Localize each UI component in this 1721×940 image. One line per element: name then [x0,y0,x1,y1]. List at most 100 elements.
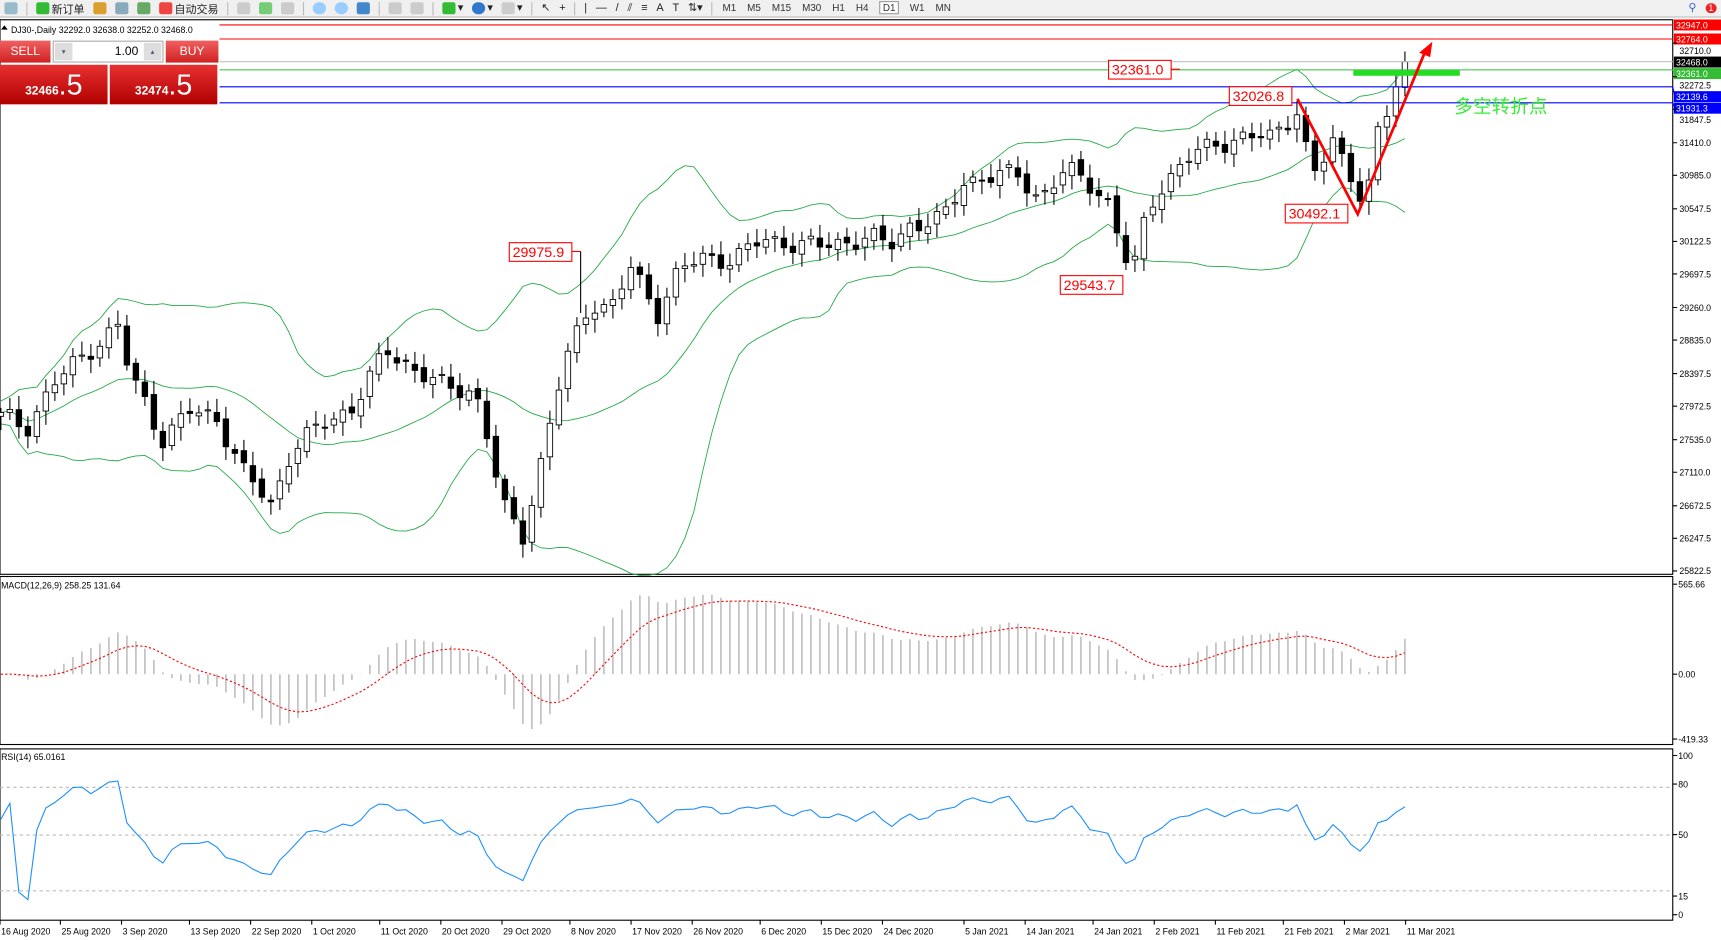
toolbar-separator [432,1,434,15]
price-tag-label: 31931.3 [1676,103,1708,113]
vertical-line-button[interactable]: | [584,2,587,14]
timeframe-m5[interactable]: M5 [747,2,761,14]
timeframe-h4[interactable]: H4 [855,2,869,14]
date-axis-label: 8 Nov 2020 [571,926,616,936]
timeframe-h1[interactable]: H1 [832,2,845,14]
line-chart-button[interactable] [280,2,295,15]
candle-body [906,222,914,238]
text-label-button[interactable]: T [673,2,680,14]
arrows-button[interactable]: ⇅▾ [688,2,703,14]
candle-body [1257,136,1265,139]
new-order-button[interactable]: 新订单 [36,0,85,16]
timeframe-m15[interactable]: M15 [771,2,792,14]
candle-body [861,237,869,248]
auto-trading-button[interactable]: 自动交易 [159,0,218,16]
sell-price-button[interactable]: 32466 .5 [0,64,108,105]
channel-button[interactable]: ⫽ [628,2,633,14]
candle-body [645,274,653,300]
sell-button[interactable]: SELL [0,40,51,63]
bar-chart-button[interactable] [237,2,251,15]
signal-button[interactable] [137,2,151,15]
chart-shift-button[interactable] [410,2,424,15]
candle-body [807,235,815,240]
timeframe-d1[interactable]: D1 [879,1,899,15]
price-tag [1673,33,1721,45]
price-tag-label: 32947.0 [1676,20,1708,30]
toolbar-separator [574,1,576,15]
zoom-out-button[interactable] [334,2,348,15]
candle-body [816,237,824,248]
price-label-box [1059,275,1124,295]
candle-body [87,355,95,360]
indicators-button[interactable]: ▾ [442,2,463,15]
autoscroll-button[interactable] [388,2,402,15]
terminal-button[interactable] [115,2,129,15]
candle-body [1338,137,1346,154]
candle-body [6,408,14,413]
price-axis-label: 26672.5 [1679,501,1711,511]
navigator-button[interactable] [93,2,107,15]
timeframe-m30[interactable]: M30 [802,2,822,14]
candle-body [627,267,635,291]
candle-body [348,406,356,414]
candle-body [132,362,140,381]
timeframe-mn[interactable]: MN [935,2,951,14]
date-axis-label: 22 Sep 2020 [252,926,302,936]
template-icon [501,2,515,15]
price-tag [1673,102,1721,114]
timeframe-w1[interactable]: W1 [909,2,925,14]
price-chart[interactable]: 16 Aug 2020 25 Aug 2020 3 Sep 2020 13 Sep 2… [0,18,1721,940]
cursor-button[interactable]: ↖ [541,2,550,14]
price-tag [1673,19,1721,31]
zoom-tool-button[interactable] [4,2,18,15]
buy-button[interactable]: BUY [165,40,219,63]
date-axis-label: 29 Oct 2020 [503,926,551,936]
candle-body [1266,129,1274,140]
search-button[interactable]: ⚲ [1688,2,1696,14]
periods-button[interactable]: ▾ [472,2,493,15]
candle-body [771,236,779,239]
candle-body [1347,152,1355,183]
candle-body [1284,127,1292,131]
timeframe-m1[interactable]: M1 [722,2,737,14]
price-label-text: 32361.0 [1112,63,1164,79]
horizontal-line-button[interactable]: — [596,2,607,14]
candle-body [447,376,455,389]
candle-chart-button[interactable] [259,2,273,15]
candle-body [69,356,77,376]
sell-price-fraction: .5 [58,68,83,102]
candle-body [1158,193,1166,210]
date-axis-label: 13 Sep 2020 [191,926,241,936]
lot-increase-button[interactable]: ▴ [143,42,162,61]
price-label-text: 29975.9 [513,245,565,261]
templates-button[interactable]: ▾ [501,2,523,15]
price-tag [1673,68,1721,80]
date-axis-label: 11 Feb 2021 [1216,926,1265,936]
text-button[interactable]: A [656,2,663,14]
macd-axis-label: 565.66 [1678,579,1705,589]
candle-body [951,202,959,205]
lot-size-input[interactable]: ▾ 1.00 ▴ [52,40,164,63]
candle-body [159,430,167,449]
collapse-triangle-icon[interactable] [1,25,8,30]
candle-body [384,350,392,356]
date-axis-label: 2 Mar 2021 [1346,926,1390,936]
zoom-in-button[interactable] [312,2,326,15]
date-axis-label: 20 Oct 2020 [442,926,490,936]
buy-price-button[interactable]: 32474 .5 [109,64,218,105]
crosshair-button[interactable]: + [559,2,565,14]
price-tag [1673,56,1721,68]
price-axis-label: 31410.0 [1679,138,1711,148]
trendline-button[interactable]: / [616,2,619,14]
candle-body [60,373,68,385]
fibonacci-button[interactable]: ≡ [641,2,647,14]
candle-body [708,253,716,256]
notifications-button[interactable]: 1 [1705,3,1717,14]
autoscroll-icon [388,2,402,15]
lot-decrease-button[interactable]: ▾ [54,42,73,61]
tile-windows-button[interactable] [356,2,370,15]
candle-body [1221,143,1229,153]
price-tag-label: 32764.0 [1676,34,1708,44]
candle-body [1068,162,1076,177]
reversal-arrow-line [1296,52,1426,218]
